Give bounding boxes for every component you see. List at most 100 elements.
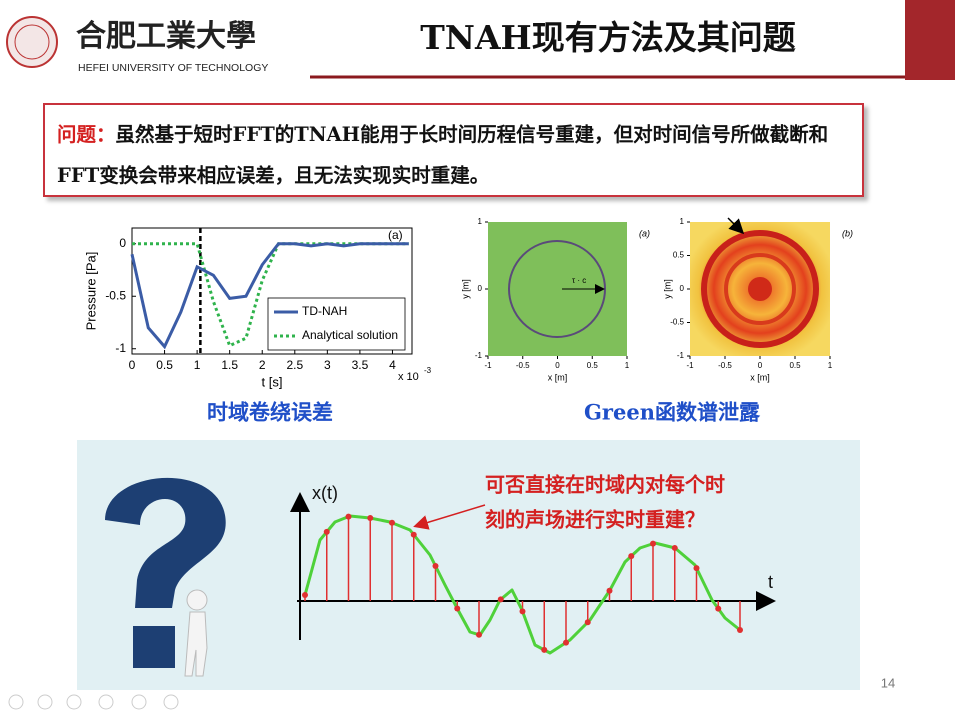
sample-dot xyxy=(389,519,395,526)
sample-dot xyxy=(367,515,374,522)
x-axis-label: x [m] xyxy=(548,372,568,382)
spectrum-ring xyxy=(701,230,819,348)
toolbar-button[interactable] xyxy=(163,694,179,710)
series-line xyxy=(130,242,409,350)
legend-label: TD-NAH xyxy=(302,304,347,318)
sample-dot xyxy=(650,540,656,547)
y-axis-label: y [m] xyxy=(662,279,672,299)
y-axis-label: Pressure [Pa] xyxy=(83,252,98,331)
y-tick-label: -1 xyxy=(677,351,685,360)
sample-dot xyxy=(432,563,439,569)
y-tick-label: -0.5 xyxy=(105,288,126,302)
sample-dot xyxy=(628,553,635,560)
toolbar-button[interactable] xyxy=(131,694,147,710)
question-dot xyxy=(133,626,175,668)
toolbar-button[interactable] xyxy=(37,694,53,710)
x-tick-label: -0.5 xyxy=(516,361,530,370)
x-tick-label: 3 xyxy=(324,358,331,372)
toolbar-button[interactable] xyxy=(8,694,24,710)
sample-dot xyxy=(519,608,526,615)
figure-body xyxy=(184,611,208,677)
panel-annotation: τ · c xyxy=(572,276,586,285)
x-tick-label: 0 xyxy=(129,358,136,372)
sample-dot xyxy=(541,646,548,653)
toolbar xyxy=(8,694,179,710)
x-tick-label: 0.5 xyxy=(156,358,173,372)
slide-title: TNAH现有方法及其问题 xyxy=(420,18,796,57)
x-axis-label: x [m] xyxy=(750,372,770,382)
signal-axis-label: x(t) xyxy=(312,483,338,503)
x-tick-label: -1 xyxy=(484,361,492,370)
sample-dot xyxy=(302,592,308,598)
caption: Green函数谱泄露 xyxy=(584,400,761,425)
sample-dot xyxy=(323,528,330,535)
y-tick-label: 0 xyxy=(478,284,483,293)
x-tick-label: 4 xyxy=(389,358,396,372)
spectrum-ring xyxy=(724,253,796,325)
x-tick-label: -1 xyxy=(686,361,694,370)
x-tick-label: 2 xyxy=(259,358,266,372)
university-cn: 合肥工業大學 xyxy=(76,19,256,54)
y-tick-label: 0 xyxy=(119,236,126,250)
panel-tag: (a) xyxy=(388,228,403,242)
question-arrow xyxy=(413,504,486,530)
legend-box xyxy=(267,297,406,351)
illustration-panel xyxy=(77,440,860,690)
problem-box: 问题：虽然基于短时FFT的TNAH能用于长时间历程信号重建，但对时间信号所做截断… xyxy=(43,103,864,197)
y-tick-label: 0 xyxy=(680,284,685,293)
x-tick-label: 0 xyxy=(758,361,763,370)
sample-dot xyxy=(671,544,678,551)
x-multiplier: x 10 xyxy=(398,371,419,383)
x-tick-label: 2.5 xyxy=(286,358,303,372)
spectrum-core xyxy=(748,277,772,301)
sample-dot xyxy=(584,619,591,626)
figure-head xyxy=(186,589,208,611)
y-tick-label: -0.5 xyxy=(670,318,684,327)
x-tick-label: 0.5 xyxy=(789,361,801,370)
page-number: 14 xyxy=(881,675,895,690)
x-tick-label: 1 xyxy=(828,361,833,370)
logo xyxy=(6,16,58,68)
sample-dot xyxy=(606,587,613,594)
toolbar-button[interactable] xyxy=(66,694,82,710)
university-en: HEFEI UNIVERSITY OF TECHNOLOGY xyxy=(78,62,268,74)
y-axis-label: y [m] xyxy=(460,279,470,299)
y-tick-label: -1 xyxy=(475,351,483,360)
sample-dot xyxy=(715,605,722,612)
x-tick-label: 1.5 xyxy=(221,358,238,372)
field-circle xyxy=(508,240,606,338)
x-tick-label: 1 xyxy=(625,361,630,370)
header-band xyxy=(905,0,955,80)
legend-label: Analytical solution xyxy=(302,328,398,342)
y-tick-label: -1 xyxy=(115,341,126,355)
problem-text: 虽然基于短时FFT的TNAH能用于长时间历程信号重建，但对时间信号所做截断和FF… xyxy=(57,123,829,187)
sample-dot xyxy=(737,627,743,633)
time-axis-label: t xyxy=(768,572,773,592)
y-tick-label: 1 xyxy=(478,217,483,226)
sample-dot xyxy=(454,605,461,612)
x-tick-label: -0.5 xyxy=(718,361,732,370)
pointer-arrow xyxy=(727,217,745,235)
toolbar-button[interactable] xyxy=(98,694,114,710)
signal-curve xyxy=(303,514,741,655)
panel-tag: (a) xyxy=(639,228,650,238)
sample-dot xyxy=(693,565,700,572)
panel-tag: (b) xyxy=(842,228,853,238)
question-text: 可否直接在时域内对每个时 xyxy=(485,473,725,497)
x-tick-label: 1 xyxy=(194,358,201,372)
sample-dot xyxy=(345,513,352,520)
x-tick-label: 0.5 xyxy=(587,361,599,370)
sample-dot xyxy=(563,639,569,646)
logo-ring xyxy=(14,24,50,60)
sample-dot xyxy=(497,596,504,603)
x-multiplier-exponent: -3 xyxy=(424,366,432,375)
x-tick-label: 0 xyxy=(555,361,560,370)
x-axis-label: t [s] xyxy=(262,374,283,389)
x-tick-label: 3.5 xyxy=(352,358,369,372)
y-tick-label: 1 xyxy=(680,217,685,226)
question-text: 刻的声场进行实时重建？ xyxy=(485,508,705,532)
question-mark xyxy=(105,477,226,608)
y-tick-label: 0.5 xyxy=(673,251,685,260)
